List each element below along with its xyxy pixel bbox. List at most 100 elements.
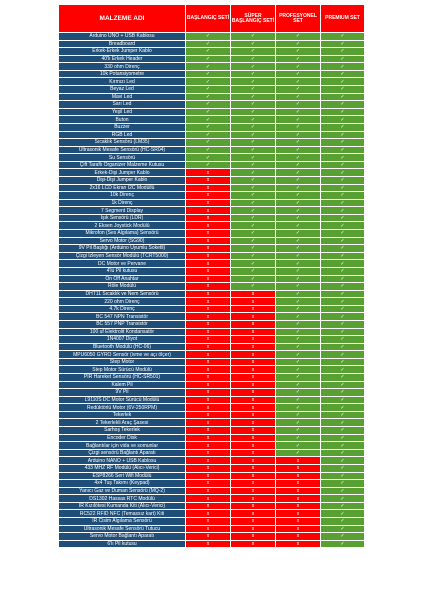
- table-row: Mikrofon (Ses Algılama) Sensörü x ✓ ✓ ✓: [58, 229, 365, 238]
- included-mark-premium-set: ✓: [320, 198, 365, 208]
- included-mark-premium-set: ✓: [320, 342, 365, 352]
- included-mark-professional-set: ✓: [275, 304, 321, 314]
- table-row: Beyaz Led ✓ ✓ ✓ ✓: [58, 85, 365, 94]
- excluded-mark-starter-set: x: [185, 244, 231, 253]
- material-name-cell: Sıcaklık Sensörü (LM35): [58, 138, 186, 147]
- included-mark-super-starter-set: ✓: [230, 236, 276, 246]
- table-row: Buzzer ✓ ✓ ✓ ✓: [58, 122, 365, 132]
- excluded-mark-starter-set: x: [185, 403, 231, 412]
- included-mark-premium-set: ✓: [320, 448, 365, 458]
- excluded-mark-professional-set: x: [275, 539, 321, 549]
- included-mark-premium-set: ✓: [320, 509, 365, 518]
- material-name-cell: BC 557 PNP Transistör: [58, 319, 186, 329]
- included-mark-super-starter-set: ✓: [230, 191, 276, 200]
- material-name-cell: 330 ohm Direnç: [58, 62, 186, 71]
- table-row: DS1302 Hassas RTC Modülü x x x ✓: [58, 494, 365, 503]
- included-mark-professional-set: ✓: [275, 259, 321, 268]
- included-mark-professional-set: ✓: [275, 365, 321, 374]
- excluded-mark-starter-set: x: [185, 486, 231, 496]
- included-mark-premium-set: ✓: [320, 433, 365, 443]
- included-mark-super-starter-set: ✓: [230, 62, 276, 71]
- included-mark-starter-set: ✓: [185, 160, 231, 170]
- included-mark-professional-set: ✓: [275, 145, 321, 155]
- included-mark-professional-set: ✓: [275, 441, 321, 450]
- material-name-cell: Arduino UNO + USB Kablosu: [58, 32, 186, 41]
- material-name-cell: Arduino NANO + USB Kablosu: [58, 456, 186, 465]
- included-mark-professional-set: ✓: [275, 206, 321, 215]
- table-row: 4.7k Direnç x x ✓ ✓: [58, 304, 365, 314]
- table-row: On Off Anahtar x ✓ ✓ ✓: [58, 274, 365, 284]
- excluded-mark-starter-set: x: [185, 319, 231, 329]
- material-name-cell: 4'lü Pil kutusu: [58, 266, 186, 276]
- included-mark-professional-set: ✓: [275, 213, 321, 223]
- included-mark-super-starter-set: ✓: [230, 251, 276, 261]
- excluded-mark-starter-set: x: [185, 327, 231, 337]
- table-row: Yanıcı Gaz ve Duman Sensörü (MQ-2) x x x ✓: [58, 486, 365, 496]
- excluded-mark-super-starter-set: x: [230, 418, 276, 428]
- included-mark-super-starter-set: ✓: [230, 130, 276, 140]
- excluded-mark-starter-set: x: [185, 410, 231, 420]
- table-row: 330 ohm Direnç ✓ ✓ ✓ ✓: [58, 62, 365, 71]
- excluded-mark-starter-set: x: [185, 388, 231, 397]
- included-mark-super-starter-set: ✓: [230, 54, 276, 64]
- included-mark-premium-set: ✓: [320, 244, 365, 253]
- excluded-mark-starter-set: x: [185, 448, 231, 458]
- included-mark-premium-set: ✓: [320, 100, 365, 109]
- table-row: 1N4007 Diyot x x ✓ ✓: [58, 335, 365, 344]
- included-mark-premium-set: ✓: [320, 327, 365, 337]
- included-mark-professional-set: ✓: [275, 115, 321, 124]
- material-name-cell: DHT11 Sıcaklık ve Nem Sensörü: [58, 289, 186, 299]
- excluded-mark-starter-set: x: [185, 380, 231, 390]
- excluded-mark-starter-set: x: [185, 373, 231, 382]
- included-mark-premium-set: ✓: [320, 395, 365, 405]
- material-name-cell: BC 547 NPN Transistör: [58, 312, 186, 321]
- material-name-cell: 1N4007 Diyot: [58, 335, 186, 344]
- material-name-cell: Çizgi sensörü Bağlantı Aparatı: [58, 448, 186, 458]
- included-mark-premium-set: ✓: [320, 266, 365, 276]
- material-name-cell: Kırmızı Led: [58, 77, 186, 87]
- excluded-mark-super-starter-set: x: [230, 456, 276, 465]
- table-row: Bluetooth Modülü (HC-06) x x ✓ ✓: [58, 342, 365, 352]
- excluded-mark-super-starter-set: x: [230, 433, 276, 443]
- table-body: Arduino UNO + USB Kablosu ✓ ✓ ✓ ✓ Breadboard ✓…: [58, 32, 365, 549]
- included-mark-professional-set: ✓: [275, 92, 321, 102]
- table-row: Röle Modülü x ✓ ✓ ✓: [58, 282, 365, 291]
- included-mark-super-starter-set: ✓: [230, 100, 276, 109]
- included-mark-starter-set: ✓: [185, 47, 231, 56]
- table-row: 433 MHZ RF Modülü (Alıcı-Verici) x x x ✓: [58, 463, 365, 473]
- material-name-cell: Redüktörlü Motor (6V-250RPM): [58, 403, 186, 412]
- table-row: Kalem Pil x x ✓ ✓: [58, 380, 365, 390]
- excluded-mark-starter-set: x: [185, 532, 231, 541]
- included-mark-super-starter-set: ✓: [230, 183, 276, 193]
- included-mark-premium-set: ✓: [320, 501, 365, 511]
- excluded-mark-starter-set: x: [185, 524, 231, 534]
- included-mark-premium-set: ✓: [320, 54, 365, 64]
- material-name-cell: 4.7k Direnç: [58, 304, 186, 314]
- excluded-mark-starter-set: x: [185, 357, 231, 367]
- table-row: Sıcaklık Sensörü (LM35) ✓ ✓ ✓ ✓: [58, 138, 365, 147]
- excluded-mark-starter-set: x: [185, 456, 231, 465]
- table-row: Servo Motor (SG90) x ✓ ✓ ✓: [58, 236, 365, 246]
- included-mark-professional-set: ✓: [275, 160, 321, 170]
- included-mark-premium-set: ✓: [320, 289, 365, 299]
- table-row: RGB Led ✓ ✓ ✓ ✓: [58, 130, 365, 140]
- table-row: Mavi Led ✓ ✓ ✓ ✓: [58, 92, 365, 102]
- included-mark-professional-set: ✓: [275, 297, 321, 306]
- table-row: Redüktörlü Motor (6V-250RPM) x x ✓ ✓: [58, 403, 365, 412]
- material-name-cell: 40'lı Erkek Header: [58, 54, 186, 64]
- table-row: 2 Eksen Joystick Modülü x ✓ ✓ ✓: [58, 221, 365, 231]
- material-name-cell: Step Motor Sürücü Modülü: [58, 365, 186, 374]
- table-row: Su Sensörü ✓ ✓ ✓ ✓: [58, 153, 365, 162]
- excluded-mark-starter-set: x: [185, 350, 231, 359]
- material-name-cell: 2 Tekerlekli Araç Şasesi: [58, 418, 186, 428]
- included-mark-professional-set: ✓: [275, 403, 321, 412]
- table-row: 4x4 Tuş Takımı (Keypad) x x x ✓: [58, 479, 365, 488]
- included-mark-premium-set: ✓: [320, 441, 365, 450]
- included-mark-professional-set: ✓: [275, 54, 321, 64]
- included-mark-premium-set: ✓: [320, 259, 365, 268]
- included-mark-super-starter-set: ✓: [230, 92, 276, 102]
- excluded-mark-starter-set: x: [185, 539, 231, 549]
- material-name-cell: On Off Anahtar: [58, 274, 186, 284]
- included-mark-super-starter-set: ✓: [230, 282, 276, 291]
- excluded-mark-starter-set: x: [185, 335, 231, 344]
